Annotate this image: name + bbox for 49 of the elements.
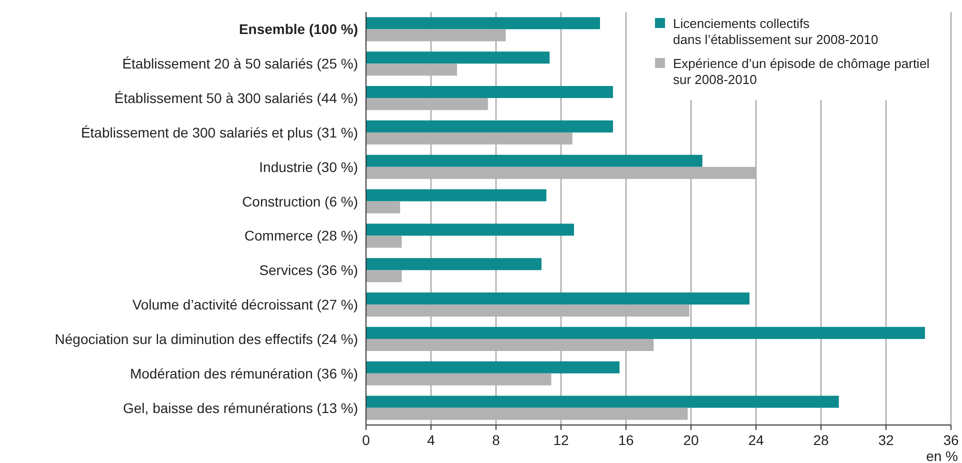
y-tick-label: Établissement de 300 salariés et plus (31 %) [80, 124, 358, 140]
bar [366, 361, 620, 374]
bar [366, 86, 613, 98]
x-tick-label: 16 [618, 432, 634, 448]
y-tick-label: Volume d’activité décroissant (27 %) [132, 296, 358, 313]
bar [366, 292, 750, 305]
y-tick-label: Établissement 50 à 300 salariés (44 %) [114, 90, 358, 106]
bar [366, 270, 402, 282]
bar [366, 29, 506, 42]
x-tick-label: 32 [878, 432, 894, 448]
bar [366, 201, 400, 214]
bar [366, 132, 572, 145]
bar [366, 64, 457, 76]
x-tick-label: 8 [492, 432, 500, 448]
x-tick-label: 20 [683, 432, 699, 448]
legend-label: Expérience d’un épisode de chômage partiel sur 2008-2010 [673, 56, 930, 87]
x-tick-label: 12 [553, 432, 569, 448]
bar [366, 52, 550, 64]
bar [366, 304, 690, 317]
bar [366, 326, 925, 339]
legend-label: Licenciements collectifs dans l’établissement sur 2008-2010 [673, 16, 878, 47]
bar [366, 98, 488, 110]
y-tick-label: Commerce (28 %) [244, 228, 358, 244]
bar [366, 236, 402, 248]
bar [366, 408, 688, 420]
y-tick-label: Gel, baisse des rémunérations (13 %) [123, 400, 358, 416]
bar [366, 338, 654, 352]
y-tick-label: Industrie (30 %) [259, 158, 358, 175]
bar [366, 166, 756, 179]
bar [366, 224, 574, 236]
y-tick-label: Ensemble (100 %) [238, 21, 358, 38]
bar [366, 373, 552, 386]
bar [366, 17, 600, 30]
bar [366, 189, 546, 202]
x-tick-label: 24 [748, 432, 764, 448]
bar [366, 396, 839, 408]
y-tick-label: Modération des rémunération (36 %) [130, 365, 358, 382]
y-tick-label: Négociation sur la diminution des effectifs (24 %) [54, 330, 358, 347]
x-tick-label: 4 [427, 432, 436, 448]
bar [366, 120, 613, 132]
x-tick-label: 0 [362, 432, 370, 448]
y-tick-label: Établissement 20 à 50 salariés (25 %) [122, 56, 358, 72]
x-tick-label: 36 [943, 432, 959, 448]
y-tick-label: Construction (6 %) [242, 193, 358, 210]
x-tick-label: 28 [813, 432, 829, 448]
y-tick-label: Services (36 %) [259, 262, 358, 278]
x-axis-title: en % [926, 448, 958, 463]
bar [366, 154, 702, 167]
bar [366, 258, 542, 270]
